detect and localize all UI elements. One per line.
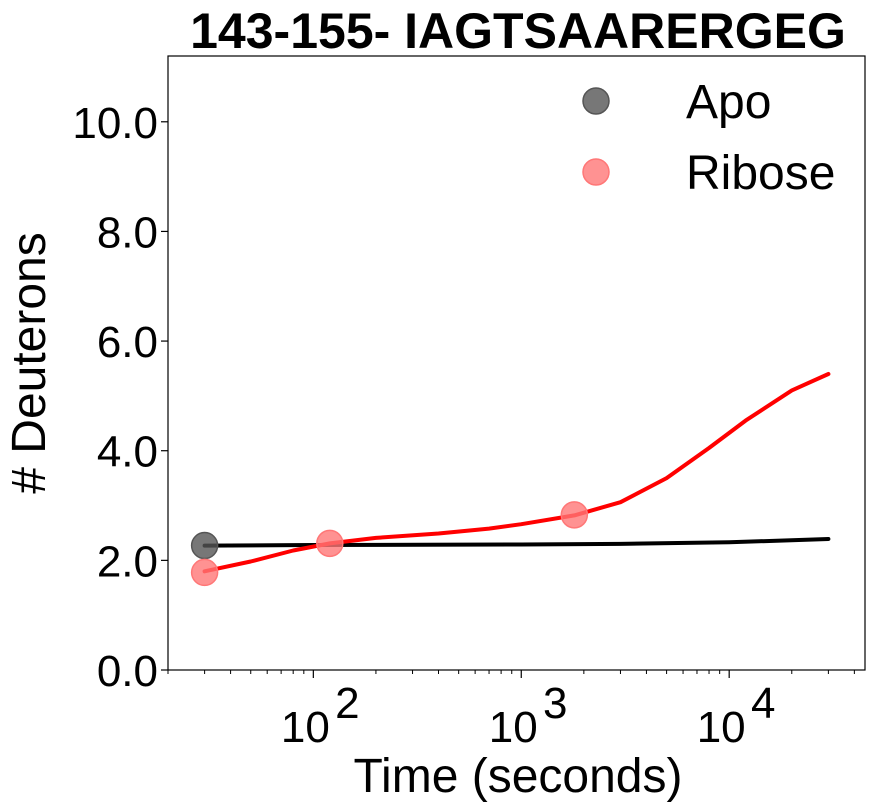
data-point-ribose-1 bbox=[316, 529, 344, 558]
y-tick-label: 6.0 bbox=[97, 318, 158, 367]
data-point-apo-0 bbox=[190, 531, 219, 560]
fit-line-apo bbox=[202, 537, 831, 548]
plot-frame bbox=[167, 55, 866, 671]
legend-marker-apo bbox=[582, 87, 610, 115]
y-axis-title: # Deuterons bbox=[3, 232, 56, 494]
y-tick-label: 4.0 bbox=[97, 428, 158, 477]
x-tick-label: 10 bbox=[489, 703, 538, 752]
chart-title: 143-155- IAGTSAARERGEG bbox=[190, 3, 846, 59]
data-point-ribose-2 bbox=[560, 501, 589, 529]
legend-marker-ribose bbox=[582, 158, 610, 186]
data-point-ribose-0 bbox=[190, 558, 219, 587]
x-tick-exponent: 4 bbox=[751, 679, 775, 728]
legend-label-ribose: Ribose bbox=[686, 147, 835, 200]
y-tick-label: 8.0 bbox=[97, 208, 158, 257]
x-tick-exponent: 3 bbox=[543, 679, 567, 728]
y-tick-label: 0.0 bbox=[97, 647, 158, 696]
x-axis-title: Time (seconds) bbox=[354, 750, 683, 803]
legend-label-apo: Apo bbox=[686, 76, 771, 129]
y-tick-label: 10.0 bbox=[72, 99, 158, 148]
x-tick-label: 10 bbox=[281, 703, 330, 752]
x-tick-exponent: 2 bbox=[335, 679, 359, 728]
y-tick-label: 2.0 bbox=[97, 537, 158, 586]
fit-line-ribose bbox=[202, 372, 831, 574]
x-tick-label: 10 bbox=[697, 703, 746, 752]
